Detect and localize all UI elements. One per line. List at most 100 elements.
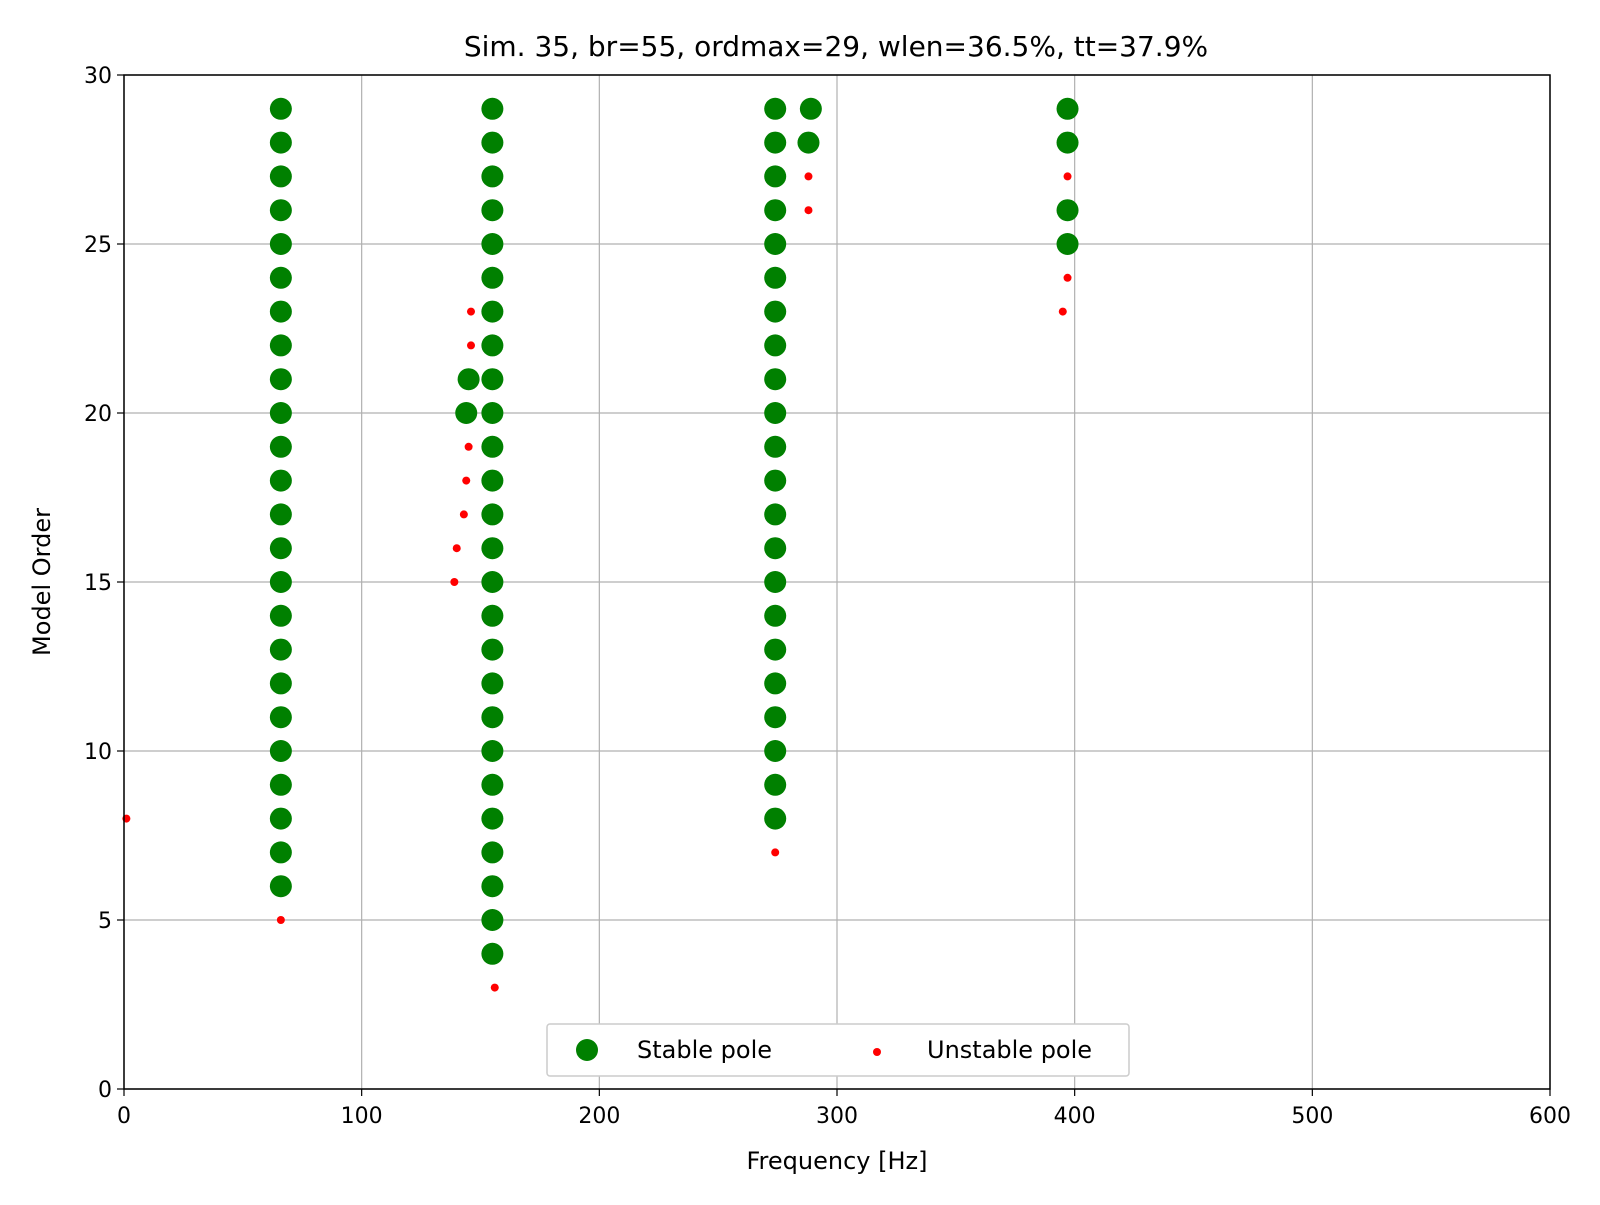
y-tick-label: 25	[84, 233, 112, 258]
x-tick-label: 200	[578, 1104, 620, 1129]
stable-pole-point	[481, 672, 504, 695]
unstable-pole-point	[452, 544, 461, 553]
stable-pole-point	[481, 909, 504, 931]
stable-pole-point	[269, 131, 292, 154]
stable-pole-point	[481, 368, 504, 391]
stable-pole-point	[481, 165, 504, 188]
legend-stable-marker	[576, 1039, 598, 1061]
stable-pole-point	[764, 233, 787, 255]
stable-pole-point	[481, 571, 504, 593]
unstable-pole-point	[1063, 172, 1072, 181]
unstable-pole-point	[462, 476, 471, 485]
data-points	[122, 97, 1079, 992]
stable-pole-point	[797, 131, 820, 154]
stable-pole-point	[764, 740, 787, 762]
stable-pole-point	[481, 706, 504, 729]
x-axis-label: Frequency [Hz]	[747, 1147, 928, 1175]
stable-pole-point	[764, 131, 787, 154]
stable-pole-point	[481, 503, 504, 526]
stable-pole-point	[764, 638, 787, 661]
x-tick-label: 300	[816, 1104, 858, 1129]
stable-pole-point	[481, 537, 504, 560]
unstable-pole-point	[450, 578, 459, 586]
unstable-pole-point	[276, 916, 285, 924]
stable-pole-point	[1056, 233, 1079, 255]
stable-pole-point	[269, 740, 292, 762]
stable-pole-point	[481, 807, 504, 830]
stable-pole-point	[481, 334, 504, 357]
stable-pole-point	[481, 740, 504, 762]
y-tick-label: 20	[84, 402, 112, 427]
stable-pole-point	[799, 97, 822, 120]
unstable-pole-point	[490, 983, 499, 992]
plot-frame	[123, 74, 1551, 1090]
unstable-pole-point	[804, 172, 813, 181]
stable-pole-point	[764, 334, 787, 357]
unstable-pole-point	[466, 341, 475, 350]
stable-pole-point	[269, 368, 292, 391]
y-tick-label: 10	[84, 740, 112, 765]
stable-pole-point	[481, 435, 504, 458]
stable-pole-point	[269, 537, 292, 560]
y-tick-label: 5	[98, 909, 112, 934]
stable-pole-point	[481, 233, 504, 255]
y-tick-label: 15	[84, 571, 112, 596]
stable-pole-point	[764, 469, 787, 492]
stable-pole-point	[269, 503, 292, 526]
stable-pole-point	[269, 604, 292, 627]
stable-pole-point	[269, 199, 292, 222]
stable-pole-point	[455, 402, 478, 424]
unstable-pole-point	[459, 510, 468, 519]
x-tick-label: 400	[1054, 1104, 1096, 1129]
legend-box	[546, 1023, 1130, 1077]
stable-pole-point	[764, 807, 787, 830]
stable-pole-point	[764, 97, 787, 120]
stable-pole-point	[1056, 131, 1079, 154]
stable-pole-point	[269, 334, 292, 357]
stable-pole-point	[481, 604, 504, 627]
stable-pole-point	[1056, 97, 1079, 120]
stable-pole-point	[269, 638, 292, 661]
stable-pole-point	[481, 773, 504, 796]
stable-pole-point	[269, 469, 292, 492]
axis-ticks: 0 100 200 300 400 500 600 0 5 10 15 20 25 30	[84, 64, 1571, 1129]
grid	[123, 74, 1551, 1090]
stable-pole-point	[764, 300, 787, 323]
x-tick-label: 600	[1529, 1104, 1571, 1129]
stable-pole-point	[269, 402, 292, 424]
unstable-pole-point	[771, 848, 780, 857]
stable-pole-point	[764, 773, 787, 796]
unstable-pole-point	[466, 307, 475, 316]
stable-pole-point	[764, 435, 787, 458]
stable-pole-point	[481, 266, 504, 289]
stable-pole-point	[269, 300, 292, 323]
stable-pole-point	[481, 942, 504, 965]
legend-unstable-marker	[873, 1048, 881, 1056]
stable-pole-point	[481, 875, 504, 898]
stable-pole-point	[269, 233, 292, 255]
stable-pole-point	[764, 503, 787, 526]
stable-pole-point	[481, 638, 504, 661]
unstable-pole-point	[1058, 307, 1067, 316]
stable-pole-point	[481, 199, 504, 222]
stable-pole-point	[481, 300, 504, 323]
stable-pole-point	[481, 469, 504, 492]
stable-pole-point	[481, 97, 504, 120]
stable-pole-point	[764, 266, 787, 289]
x-tick-label: 0	[117, 1104, 131, 1129]
stable-pole-point	[764, 199, 787, 222]
x-tick-label: 500	[1291, 1104, 1333, 1129]
legend-unstable-label: Unstable pole	[927, 1036, 1092, 1064]
stable-pole-point	[457, 368, 480, 391]
stable-pole-point	[269, 706, 292, 729]
legend-stable-label: Stable pole	[637, 1036, 772, 1064]
x-tick-label: 100	[341, 1104, 383, 1129]
stable-pole-point	[269, 165, 292, 188]
chart-title: Sim. 35, br=55, ordmax=29, wlen=36.5%, t…	[464, 30, 1208, 63]
unstable-pole-point	[464, 442, 473, 451]
stable-pole-point	[764, 706, 787, 729]
stable-pole-point	[269, 97, 292, 120]
stable-pole-point	[269, 266, 292, 289]
legend: Stable pole Unstable pole	[546, 1023, 1130, 1077]
